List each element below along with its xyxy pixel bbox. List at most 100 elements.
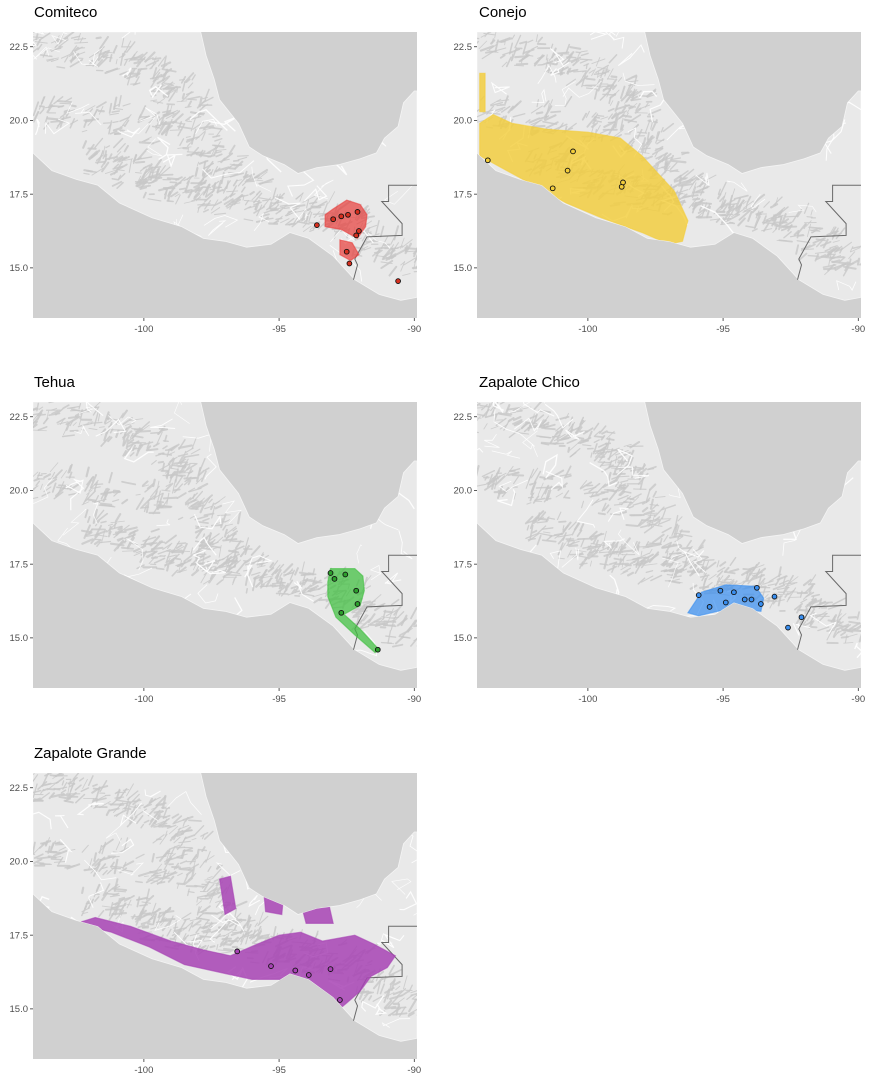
occurrence-point [343,248,350,255]
x-tick-label: -100 [134,1065,153,1076]
occurrence-point [342,571,349,578]
map-panel-zapalote-chico: Zapalote Chico 22.5 20.0 17.5 15.0 -100 -95 -9… [444,370,870,720]
panel-title: Tehua [34,374,75,391]
map-layer [33,32,425,301]
occurrence-point [234,948,241,955]
x-tick-label: -95 [272,1065,286,1076]
y-tick-label: 22.5 [10,783,29,794]
occurrence-point [354,209,361,215]
y-tick-label: 17.5 [10,189,29,200]
y-tick-label: 20.0 [10,116,29,127]
occurrence-point [620,179,626,186]
country-border [353,184,417,280]
occurrence-point [268,963,274,969]
occurrence-point [484,157,491,164]
x-tick-label: -100 [578,694,597,705]
occurrence-point [798,614,805,621]
occurrence-point [754,584,760,591]
map-plot: 22.5 20.0 17.5 15.0 -100 -95 -90 [10,773,425,1076]
country-border [797,184,861,280]
y-tick-label: 20.0 [454,116,473,127]
map-plot: 22.5 20.0 17.5 15.0 -100 -95 -90 [454,32,869,335]
x-tick-label: -90 [851,694,865,705]
panel-title: Comiteco [34,4,98,21]
country-border [797,554,861,650]
occurrence-point [314,222,320,228]
y-tick-label: 20.0 [454,486,473,497]
y-tick-label: 17.5 [454,559,473,570]
landmass [417,446,425,467]
y-tick-label: 15.0 [10,263,29,274]
x-tick-label: -95 [272,324,286,335]
y-tick-label: 20.0 [10,486,29,497]
country-border [353,925,417,1021]
occurrence-point [338,213,345,220]
occurrence-point [549,185,556,192]
landmass [861,446,869,467]
occurrence-point [570,148,576,155]
occurrence-point [337,997,343,1003]
occurrence-point [356,228,362,234]
x-tick-label: -90 [407,324,421,335]
y-tick-label: 22.5 [10,412,29,423]
x-tick-label: -100 [134,324,153,335]
landmass [477,32,861,301]
map-layer [477,402,869,671]
occurrence-point [758,601,764,607]
y-tick-label: 17.5 [10,559,29,570]
occurrence-point [345,211,351,218]
occurrence-point [292,967,299,974]
y-tick-label: 15.0 [10,633,29,644]
y-tick-label: 17.5 [10,930,29,941]
occurrence-point [346,260,353,267]
map-panel-zapalote-grande: Zapalote Grande 22.5 20.0 17.5 15.0 -100 -95 -… [0,741,430,1077]
x-tick-label: -90 [407,694,421,705]
landmass [417,76,425,97]
occurrence-point [331,576,338,582]
occurrence-point [748,596,755,603]
species-range [479,72,486,113]
x-tick-label: -100 [134,694,153,705]
occurrence-point [741,596,748,603]
landmass [33,32,417,301]
occurrence-point [354,601,361,607]
occurrence-point [395,278,401,284]
occurrence-point [327,966,334,972]
x-tick-label: -100 [578,324,597,335]
map-layer [477,32,869,301]
landmass [417,817,425,838]
occurrence-point [338,609,345,616]
panel-title: Conejo [479,4,527,21]
range-layer [327,568,380,654]
x-tick-label: -95 [716,694,730,705]
x-tick-label: -95 [716,324,730,335]
occurrence-point [330,216,337,223]
y-tick-label: 15.0 [454,263,473,274]
occurrence-point [353,587,360,594]
map-panel-comiteco: Comiteco 22.5 20.0 17.5 15.0 -100 -95 -90 [0,0,430,350]
occurrence-point [731,589,737,596]
x-tick-label: -90 [851,324,865,335]
x-tick-label: -95 [272,694,286,705]
map-plot: 22.5 20.0 17.5 15.0 -100 -95 -90 [10,402,425,705]
occurrence-point [722,599,729,606]
occurrence-point [327,570,334,576]
y-tick-label: 15.0 [454,633,473,644]
occurrence-point [717,587,724,594]
y-tick-label: 20.0 [10,857,29,868]
map-panel-tehua: Tehua 22.5 20.0 17.5 15.0 -100 -95 -90 [0,370,430,720]
species-range [218,875,237,916]
panel-title: Zapalote Chico [479,374,580,391]
occurrence-point [706,604,713,610]
species-range [327,568,380,654]
map-panel-conejo: Conejo 22.5 20.0 17.5 15.0 -100 -95 -90 [444,0,870,350]
map-plot: 22.5 20.0 17.5 15.0 -100 -95 -90 [10,32,421,335]
occurrence-point [305,972,312,978]
occurrence-point [564,167,571,174]
occurrence-point [353,232,360,239]
y-tick-label: 22.5 [10,42,29,53]
occurrence-point [785,624,791,631]
landmass [861,76,869,97]
y-tick-label: 15.0 [10,1004,29,1015]
occurrence-point [695,592,702,598]
